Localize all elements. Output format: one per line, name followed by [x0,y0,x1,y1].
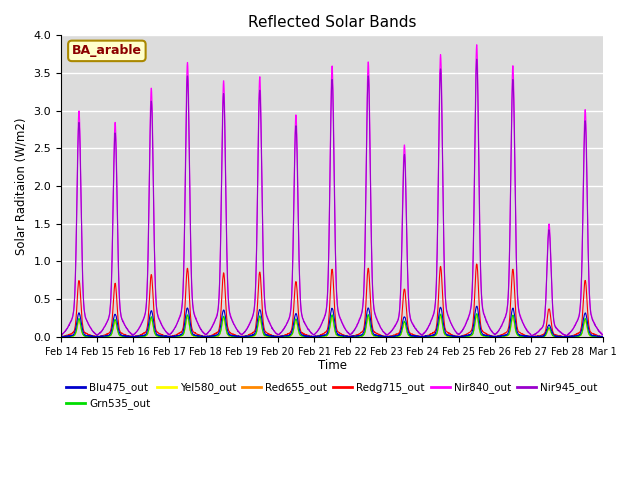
Grn535_out [599,334,607,340]
Red655_out [57,334,65,339]
Blu475_out [599,334,607,339]
Blu475_out [93,334,100,340]
Redg715_out [348,334,356,339]
Line: Nir840_out: Nir840_out [61,45,603,336]
Grn535_out [473,311,481,316]
Redg715_out [552,332,559,338]
Blu475_out [567,333,575,339]
Nir840_out [57,332,65,338]
Nir945_out [57,332,65,337]
Yel580_out [209,333,216,339]
Nir840_out [473,42,481,48]
Redg715_out [58,334,66,340]
Title: Reflected Solar Bands: Reflected Solar Bands [248,15,417,30]
Text: BA_arable: BA_arable [72,44,142,58]
Nir840_out [348,330,355,336]
Red655_out [552,334,559,340]
Nir945_out [567,329,575,335]
Red655_out [599,334,607,340]
Redg715_out [490,334,498,339]
Blu475_out [552,333,559,339]
Blu475_out [360,329,367,335]
Red655_out [567,334,575,340]
Line: Grn535_out: Grn535_out [61,313,603,337]
Yel580_out [552,334,559,339]
Blu475_out [473,303,481,309]
Red655_out [58,334,65,340]
Yel580_out [360,332,367,338]
Yel580_out [567,333,575,339]
Grn535_out [566,334,574,340]
Yel580_out [599,334,607,340]
Yel580_out [473,312,481,317]
X-axis label: Time: Time [317,360,347,372]
Nir840_out [599,332,607,338]
Redg715_out [209,332,216,338]
Grn535_out [490,334,497,340]
Yel580_out [58,334,66,340]
Redg715_out [360,326,367,332]
Nir945_out [599,332,607,337]
Grn535_out [209,334,216,339]
Nir945_out [473,56,481,62]
Redg715_out [567,333,575,339]
Red655_out [360,332,367,338]
Nir840_out [490,331,497,336]
Legend: Blu475_out, Grn535_out, Yel580_out, Red655_out, Redg715_out, Nir840_out, Nir945_: Blu475_out, Grn535_out, Yel580_out, Red6… [62,378,602,414]
Line: Yel580_out: Yel580_out [61,314,603,337]
Grn535_out [348,334,355,340]
Yel580_out [348,334,356,340]
Red655_out [348,334,356,339]
Nir945_out [348,330,355,336]
Red655_out [209,334,216,339]
Red655_out [490,334,498,340]
Nir945_out [528,333,536,339]
Grn535_out [552,333,559,339]
Nir840_out [567,329,575,335]
Blu475_out [209,333,216,338]
Redg715_out [473,261,481,267]
Yel580_out [490,334,498,340]
Nir945_out [552,324,559,330]
Yel580_out [57,334,65,340]
Nir840_out [528,333,536,339]
Blu475_out [57,334,65,339]
Grn535_out [57,334,65,340]
Line: Blu475_out: Blu475_out [61,306,603,337]
Nir945_out [360,298,367,303]
Line: Nir945_out: Nir945_out [61,59,603,336]
Line: Redg715_out: Redg715_out [61,264,603,337]
Blu475_out [490,334,498,339]
Nir840_out [209,324,216,329]
Line: Red655_out: Red655_out [61,316,603,337]
Grn535_out [360,332,367,338]
Redg715_out [599,334,607,339]
Nir840_out [360,296,367,301]
Red655_out [473,313,481,319]
Y-axis label: Solar Raditaion (W/m2): Solar Raditaion (W/m2) [15,117,28,255]
Nir840_out [552,324,559,330]
Nir945_out [209,324,216,330]
Redg715_out [57,334,65,339]
Blu475_out [348,333,356,339]
Nir945_out [490,330,497,336]
